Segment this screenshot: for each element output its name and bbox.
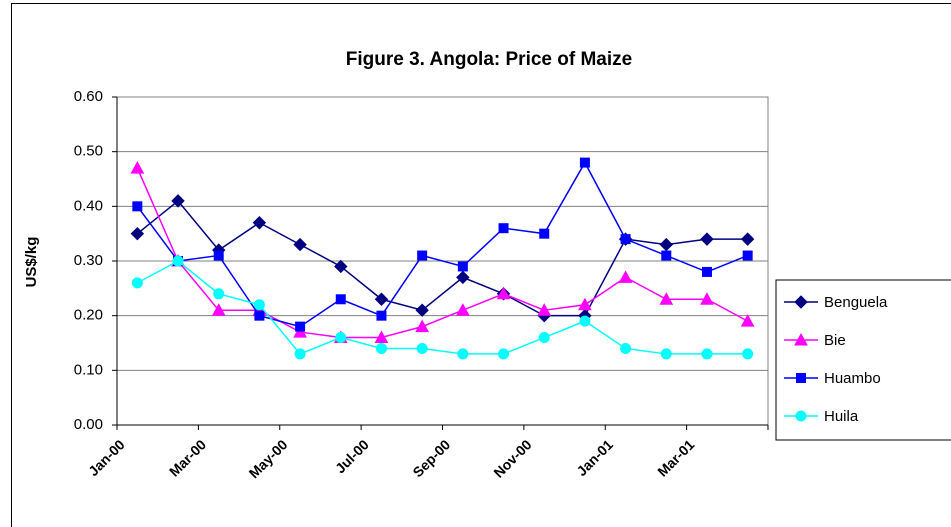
data-point: [579, 315, 591, 327]
data-point: [794, 332, 808, 346]
y-tick-label: 0.30: [74, 252, 103, 269]
data-point: [335, 294, 346, 305]
y-tick-label: 0.10: [74, 361, 103, 378]
data-point: [130, 226, 145, 241]
data-point: [740, 232, 755, 246]
data-point: [293, 237, 307, 252]
data-point: [659, 292, 674, 305]
legend-label: Bie: [824, 332, 846, 349]
data-point: [795, 410, 807, 422]
data-point: [579, 157, 590, 168]
data-point: [539, 228, 550, 239]
y-tick-label: 0.40: [74, 197, 103, 214]
data-point: [618, 270, 633, 283]
data-point: [254, 310, 265, 321]
data-point: [794, 295, 808, 309]
data-point: [416, 342, 428, 354]
data-point: [620, 234, 631, 245]
data-point: [701, 348, 713, 360]
data-point: [578, 297, 592, 311]
series-line: [136, 167, 749, 339]
data-point: [456, 270, 470, 285]
y-tick-label: 0.50: [74, 143, 103, 160]
data-point: [701, 266, 712, 277]
data-point: [660, 348, 672, 360]
y-tick-label: 0.00: [74, 416, 103, 433]
data-point: [131, 277, 143, 289]
data-point: [415, 303, 429, 317]
legend-label: Benguela: [824, 294, 888, 311]
data-point: [700, 292, 714, 305]
data-point: [213, 250, 224, 261]
data-point: [796, 373, 806, 383]
series: [132, 157, 753, 332]
data-point: [253, 299, 265, 311]
data-point: [334, 259, 348, 274]
data-point: [498, 348, 510, 360]
data-point: [457, 261, 468, 272]
data-point: [295, 321, 306, 332]
data-point: [374, 292, 389, 306]
series-line: [136, 260, 748, 355]
y-axis-label: US$/kg: [23, 237, 40, 288]
data-point: [457, 348, 469, 360]
legend: Benguela Bie Huambo Huila: [775, 279, 951, 441]
data-point: [740, 314, 755, 327]
data-point: [742, 250, 753, 261]
data-point: [417, 250, 428, 261]
data-point: [456, 303, 470, 316]
data-point: [172, 255, 184, 267]
data-point: [375, 342, 387, 354]
data-point: [132, 201, 143, 212]
data-point: [213, 288, 225, 300]
data-point: [376, 310, 387, 321]
data-point: [252, 216, 267, 230]
data-point: [294, 348, 306, 360]
data-point: [374, 330, 389, 344]
series-line: [136, 199, 748, 317]
series-line: [136, 161, 748, 328]
data-point: [661, 250, 672, 261]
data-point: [538, 332, 550, 344]
series: [131, 255, 754, 360]
legend-label: Huila: [824, 408, 859, 425]
legend-label: Huambo: [824, 370, 881, 387]
data-point: [496, 286, 511, 300]
y-tick-label: 0.20: [74, 307, 103, 324]
data-point: [130, 161, 145, 174]
chart-title: Figure 3. Angola: Price of Maize: [346, 49, 632, 70]
data-point: [700, 232, 714, 246]
data-point: [171, 194, 185, 208]
data-point: [742, 348, 754, 360]
y-tick-label: 0.60: [74, 88, 103, 105]
data-point: [335, 332, 347, 344]
data-point: [620, 342, 632, 354]
data-point: [415, 319, 429, 333]
data-point: [211, 303, 226, 316]
data-point: [537, 303, 552, 316]
data-point: [498, 223, 509, 234]
